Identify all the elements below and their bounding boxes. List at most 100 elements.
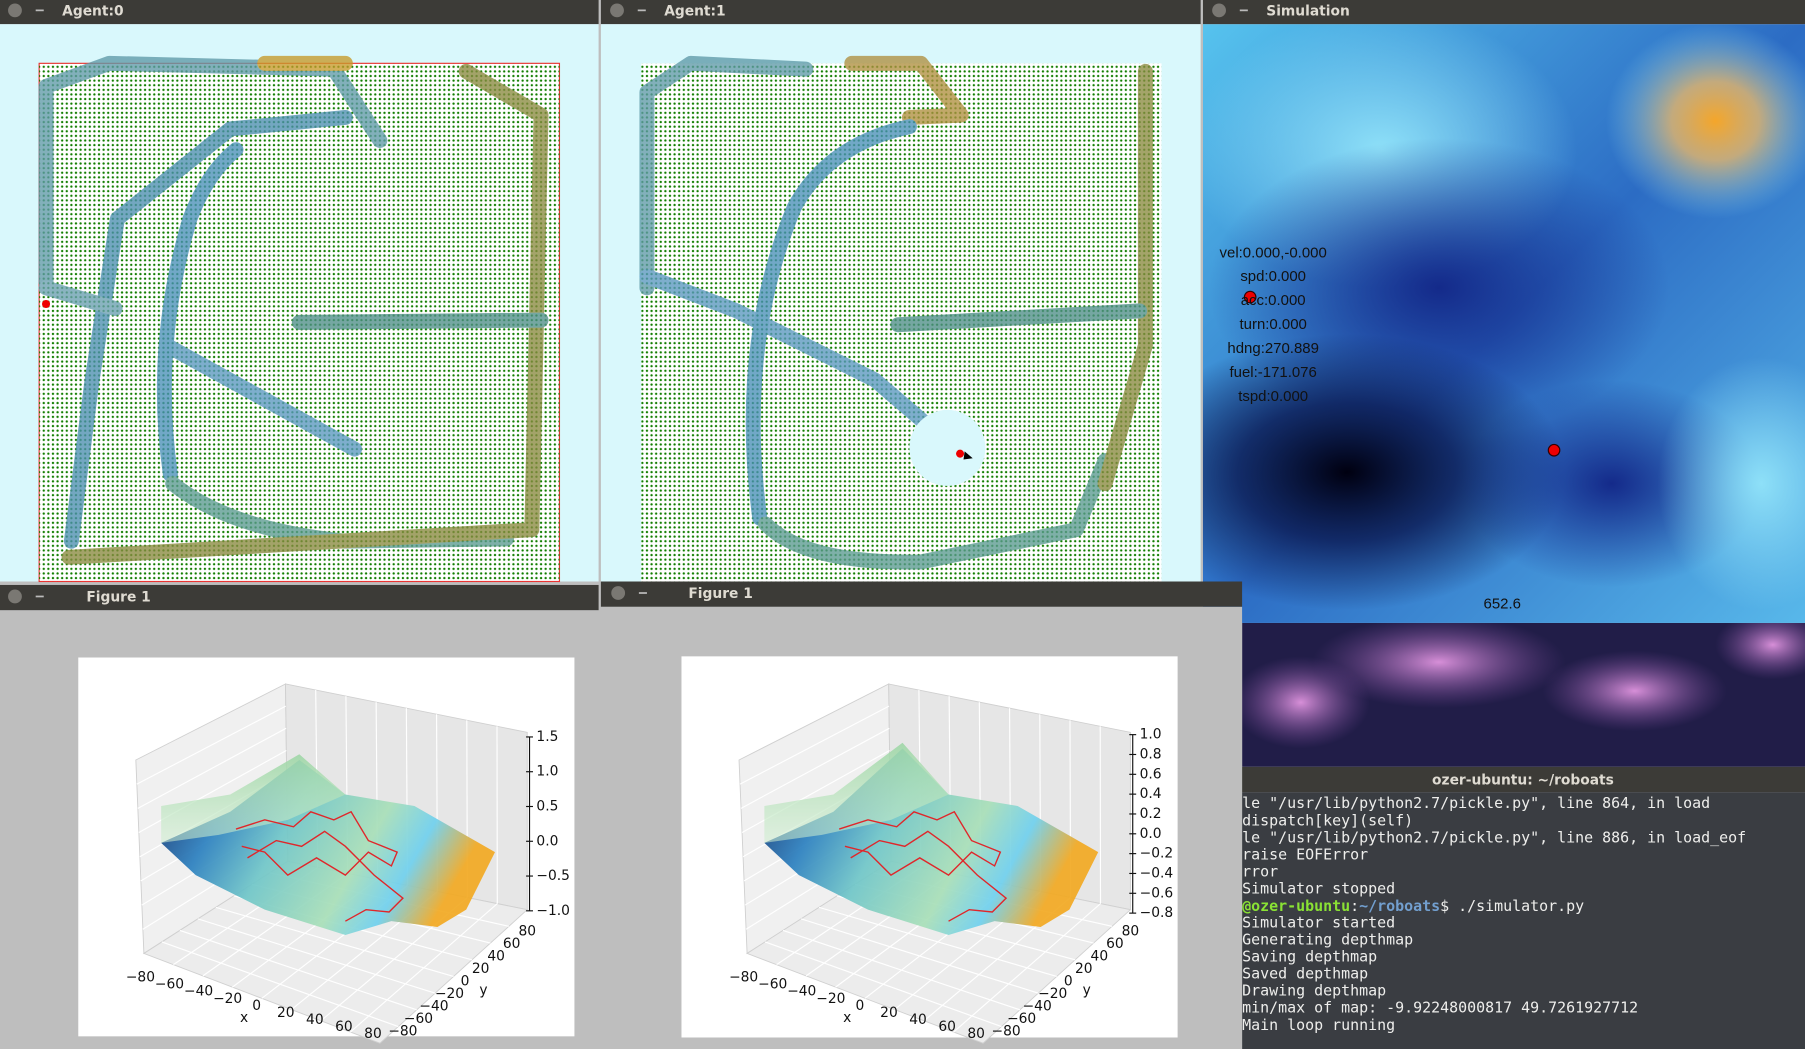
- title-bar: [0, 584, 599, 611]
- trajectory: [1097, 63, 1153, 492]
- desktop-wallpaper: [1242, 622, 1805, 767]
- x-tick-label: 60: [335, 1019, 353, 1035]
- window-title: Agent:1: [664, 4, 725, 20]
- window-title: Figure 1: [86, 590, 150, 606]
- trajectory: [291, 312, 549, 330]
- terminal-line: Saved depthmap: [1242, 965, 1368, 983]
- agent1-window: Agent:1: [600, 0, 1201, 582]
- window-title: Agent:0: [62, 4, 123, 20]
- close-button[interactable]: [610, 3, 624, 18]
- stat-line: spd:0.000: [1240, 268, 1306, 285]
- terminal-line: raise EOFError: [1242, 845, 1368, 863]
- y-tick-label: −60: [404, 1011, 433, 1027]
- grid-line: [953, 903, 1101, 1033]
- title-bar: [0, 0, 599, 25]
- trajectories: [38, 55, 549, 565]
- trajectory-line: [247, 830, 404, 922]
- stats: vel:0.000,-0.000 spd:0.000 acc:0.000 turn:0…: [1220, 244, 1327, 405]
- close-button[interactable]: [1212, 3, 1226, 18]
- x-tick-label: 80: [967, 1026, 985, 1042]
- trajectory: [639, 55, 814, 296]
- title-bar: [600, 0, 1201, 25]
- terminal-body: [1242, 792, 1805, 1049]
- x-axis-label: x: [843, 1010, 851, 1026]
- terminal-line: Simulator started: [1242, 914, 1395, 932]
- agent-marker: [956, 449, 965, 458]
- prompt-user-host: @ozer-ubuntu: [1242, 896, 1350, 914]
- surface-top: [764, 742, 949, 843]
- x-tick-label: 20: [880, 1005, 898, 1021]
- z-tick-label: 0.0: [536, 833, 558, 849]
- y-tick-label: 80: [1122, 924, 1140, 940]
- depth-map: [1202, 24, 1805, 623]
- y-tick-label: 40: [487, 949, 505, 965]
- x-tick-label: 0: [856, 998, 865, 1014]
- trajectory: [38, 55, 388, 290]
- trajectory-line: [838, 810, 1002, 876]
- surface: [764, 748, 1099, 936]
- x-tick-label: −80: [729, 970, 758, 986]
- y-tick-label: −20: [1038, 986, 1067, 1002]
- agent0-window: Agent:0: [0, 0, 599, 583]
- z-tick-label: −0.2: [1140, 846, 1174, 862]
- window-title: Simulation: [1266, 4, 1350, 20]
- z-tick-label: −0.5: [536, 868, 570, 884]
- depth-blob: [1657, 356, 1805, 611]
- y-tick-label: −80: [992, 1024, 1021, 1040]
- agent-marker: [42, 299, 51, 309]
- terminal-line: Generating depthmap: [1242, 931, 1413, 949]
- stat-line: acc:0.000: [1241, 292, 1306, 309]
- close-button[interactable]: [8, 3, 22, 18]
- x-tick-label: 80: [364, 1026, 382, 1042]
- terminal-line: dispatch[key](self): [1242, 811, 1413, 829]
- trajectory-line: [235, 810, 399, 876]
- agent-range: [909, 409, 986, 486]
- surface-top: [161, 754, 346, 843]
- terminal-line: le "/usr/lib/python2.7/pickle.py", line …: [1242, 828, 1746, 846]
- z-tick-label: 0.4: [1140, 786, 1162, 802]
- terminal-window: ozer-ubuntu: ~/roboats le "/usr/lib/pyth…: [1242, 766, 1805, 1049]
- title-bar: [1242, 766, 1805, 793]
- title-bar: [1202, 0, 1805, 25]
- prompt-separator: :: [1350, 896, 1359, 914]
- figure-right-window: Figure 1 1.0 0.8 0.6 0.4 0.2 0.0 −0.2 −0.4 −0.6 −…: [600, 581, 1243, 1049]
- y-tick-label: 20: [1075, 961, 1093, 977]
- title-bar: [600, 581, 1243, 607]
- depth-blob: [1202, 333, 1566, 611]
- y-tick-label: −40: [1023, 999, 1052, 1015]
- trajectory: [890, 303, 1148, 333]
- prompt-line: @ozer-ubuntu:~/roboats$ ./simulator.py: [1242, 896, 1584, 914]
- terminal-line: le "/usr/lib/python2.7/pickle.py", line …: [1242, 794, 1710, 812]
- y-tick-label: −60: [1007, 1011, 1036, 1027]
- stat-line: hdng:270.889: [1227, 340, 1318, 357]
- trajectory: [639, 268, 963, 457]
- trajectory: [844, 55, 969, 125]
- y-tick-label: 40: [1091, 949, 1109, 965]
- close-button[interactable]: [8, 589, 22, 604]
- close-button[interactable]: [611, 586, 626, 600]
- z-tick-label: 0.8: [1140, 746, 1162, 762]
- y-axis-label: y: [1083, 982, 1091, 998]
- heading-arrow: [963, 451, 973, 460]
- z-tick-label: 0.0: [1140, 826, 1162, 842]
- window-title: ozer-ubuntu: ~/roboats: [1432, 773, 1614, 789]
- wallpaper-glow: [1312, 622, 1566, 709]
- x-tick-label: −20: [213, 991, 242, 1007]
- z-tick-label: −1.0: [536, 903, 570, 919]
- stat-line: vel:0.000,-0.000: [1220, 244, 1327, 261]
- y-axis-label: y: [479, 982, 487, 998]
- terminal-line: min/max of map: -9.92248000817 49.726192…: [1242, 999, 1638, 1017]
- x-tick-label: −40: [184, 984, 213, 1000]
- boat-marker: [1243, 290, 1257, 304]
- boat-marker: [1547, 443, 1561, 457]
- terminal-line: rror: [1242, 862, 1278, 880]
- y-tick-label: 0: [1064, 974, 1073, 990]
- grid-line: [136, 705, 287, 785]
- trajectory: [745, 119, 917, 526]
- terminal-line: Simulator stopped: [1242, 879, 1395, 897]
- terminal-line: Drawing depthmap: [1242, 982, 1386, 1000]
- z-tick-label: −0.4: [1140, 865, 1174, 881]
- trajectory: [159, 337, 363, 457]
